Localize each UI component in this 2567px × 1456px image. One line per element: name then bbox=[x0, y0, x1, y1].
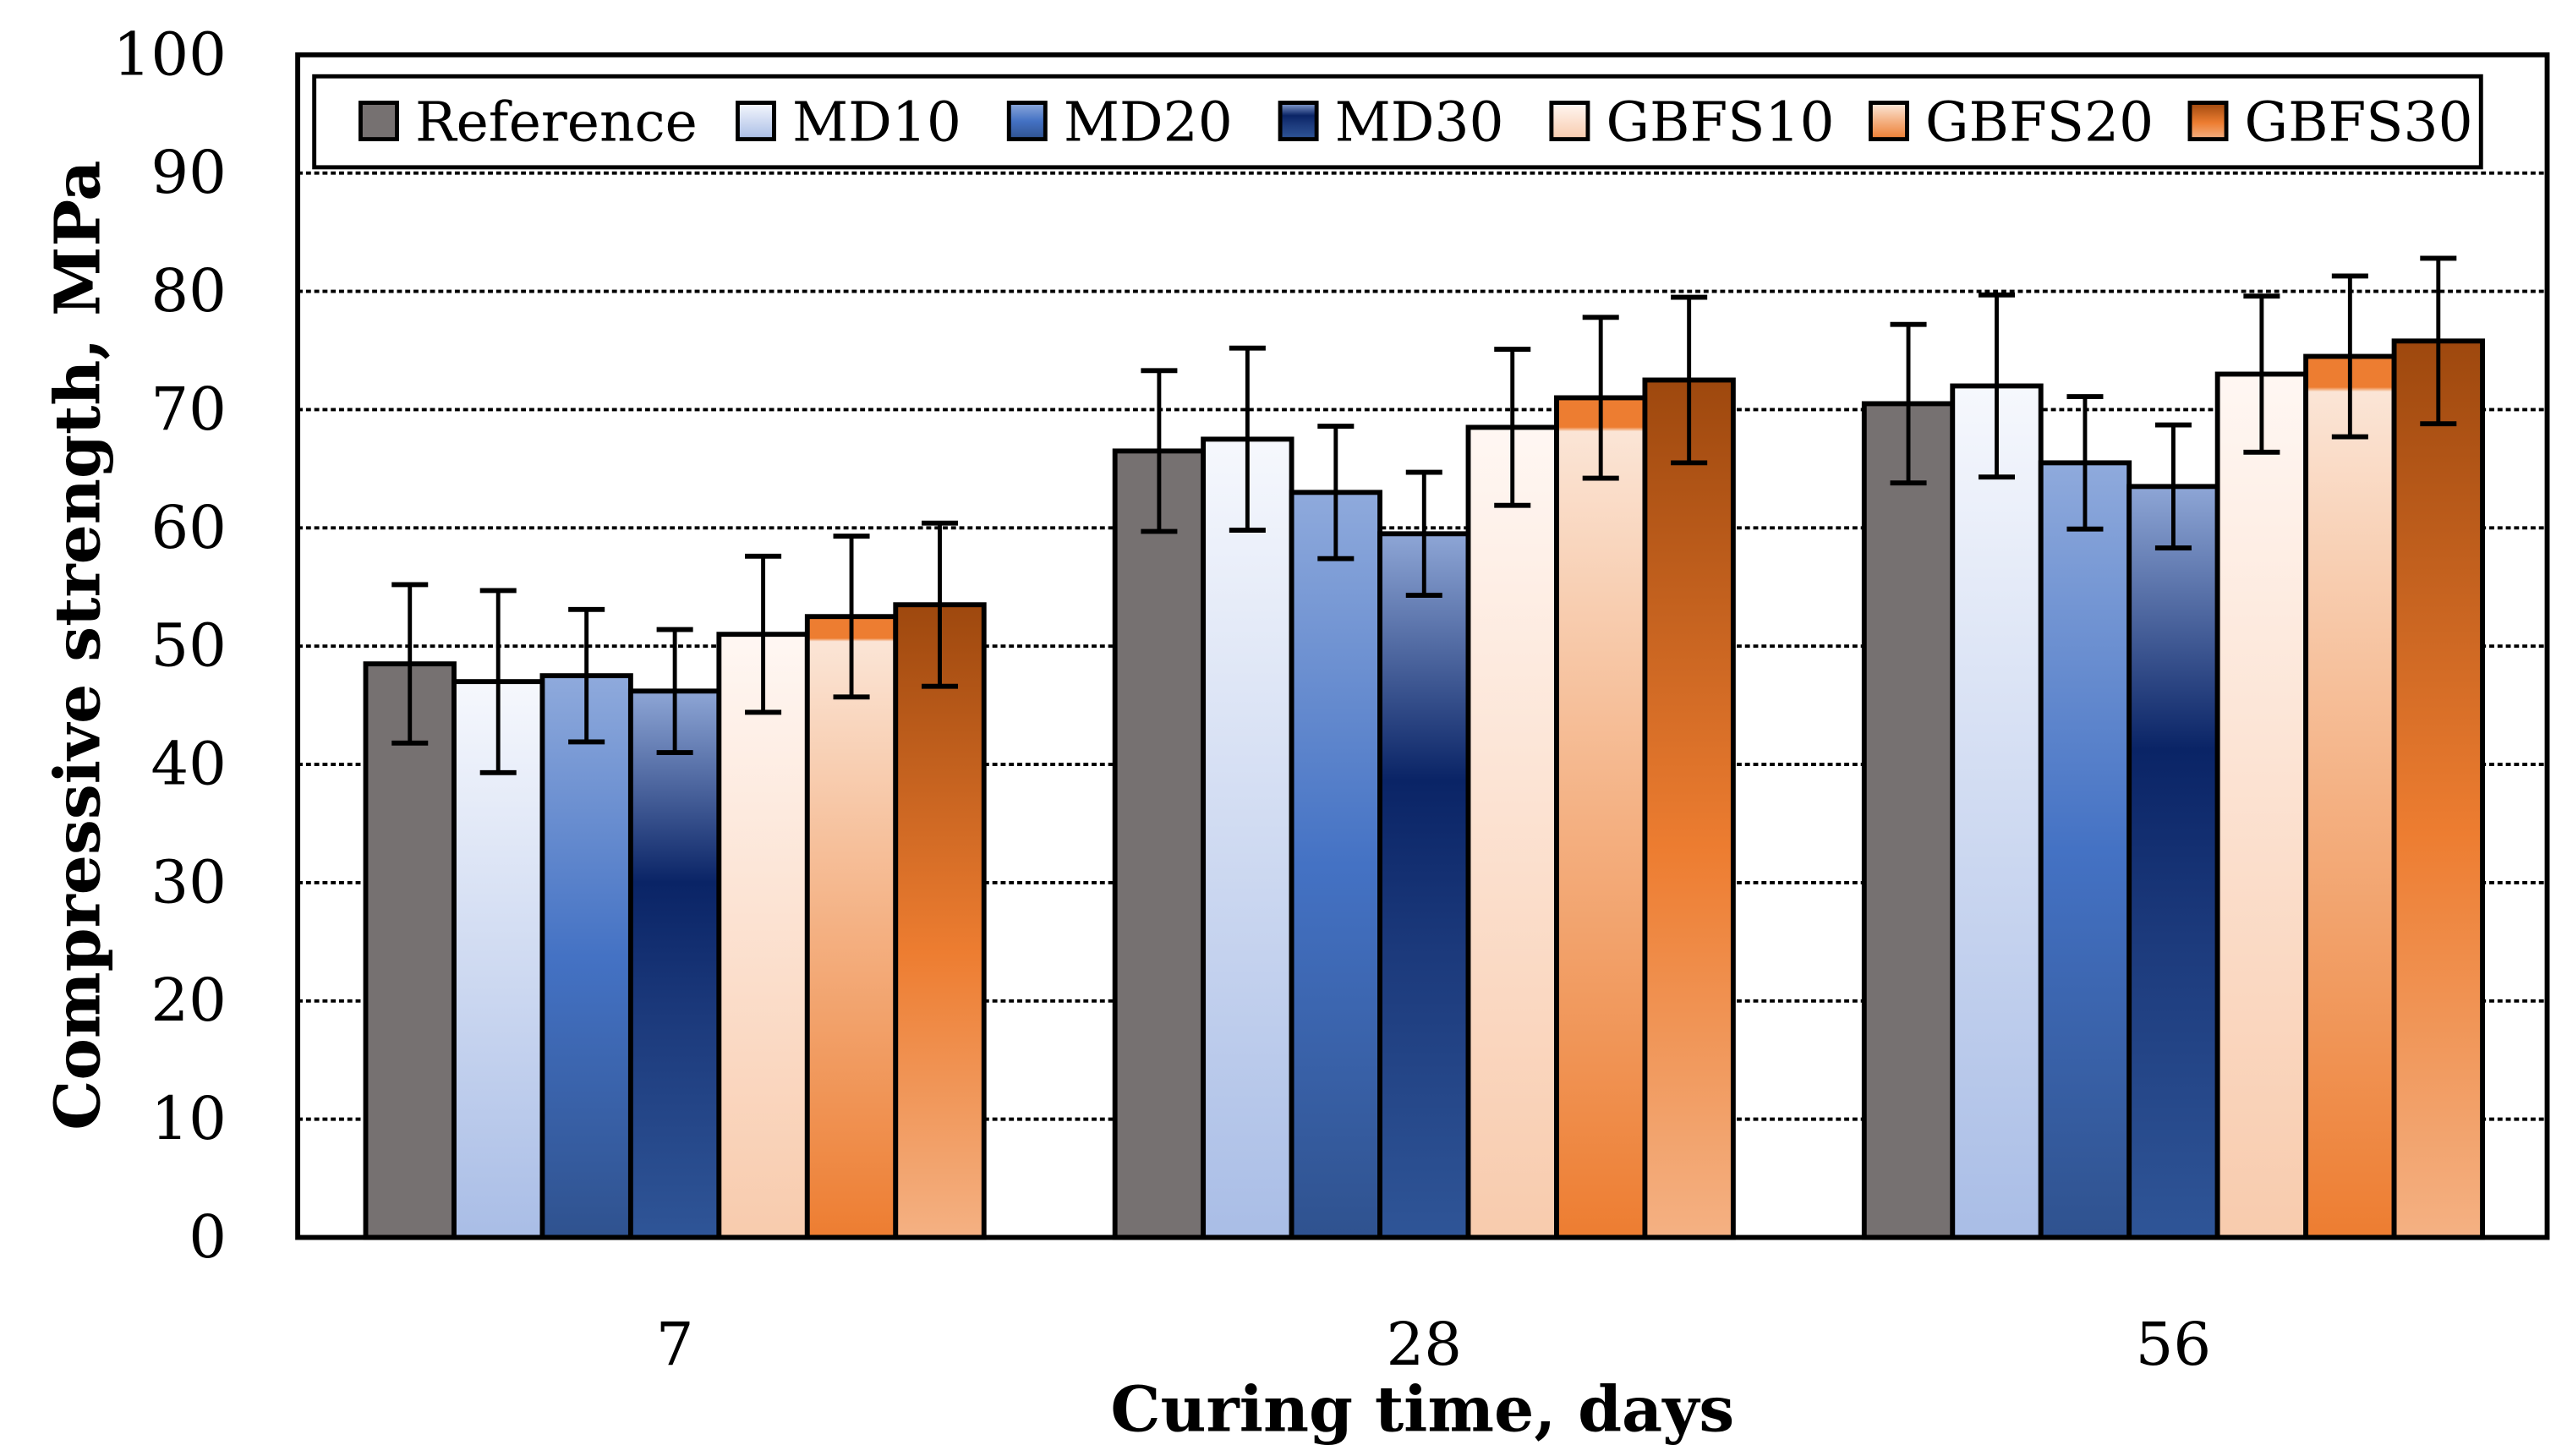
y-tick-label: 70 bbox=[151, 375, 227, 444]
legend-label-gbfs20: GBFS20 bbox=[1925, 91, 2154, 155]
bar-md30-28 bbox=[1377, 531, 1471, 1240]
bar-reference-28 bbox=[1112, 448, 1207, 1240]
x-tick-label: 56 bbox=[2136, 1310, 2212, 1379]
y-tick-label: 90 bbox=[151, 138, 227, 207]
y-axis-title: Compressive strength, MPa bbox=[40, 161, 114, 1130]
legend-label-md20: MD20 bbox=[1064, 91, 1233, 155]
legend-label-gbfs30: GBFS30 bbox=[2245, 91, 2473, 155]
bar-gbfs10-7 bbox=[716, 632, 810, 1240]
legend-box bbox=[312, 74, 2483, 170]
legend-swatch-gbfs30 bbox=[2187, 101, 2229, 142]
x-tick-label: 7 bbox=[656, 1310, 694, 1379]
bar-reference-56 bbox=[1861, 401, 1956, 1240]
bar-md20-7 bbox=[539, 673, 633, 1240]
bar-gbfs20-7 bbox=[804, 614, 899, 1240]
legend-label-md30: MD30 bbox=[1335, 91, 1504, 155]
y-tick-label: 100 bbox=[113, 19, 227, 89]
bar-gbfs30-56 bbox=[2391, 338, 2485, 1240]
bar-md10-56 bbox=[1950, 383, 2044, 1240]
y-tick-label: 50 bbox=[151, 611, 227, 681]
bar-reference-7 bbox=[363, 661, 457, 1240]
bar-gbfs20-56 bbox=[2303, 353, 2397, 1240]
y-tick-labels: 0 10 20 30 40 50 60 70 80 90 100 bbox=[113, 19, 227, 1272]
bar-md20-28 bbox=[1289, 490, 1382, 1240]
legend-label-reference: Reference bbox=[415, 91, 698, 155]
y-tick-label: 60 bbox=[151, 493, 227, 562]
y-tick-label: 20 bbox=[151, 966, 227, 1035]
bar-gbfs10-28 bbox=[1465, 424, 1559, 1240]
legend-swatch-gbfs20 bbox=[1869, 101, 1909, 142]
bar-md20-56 bbox=[2038, 460, 2132, 1240]
bar-md30-7 bbox=[627, 688, 722, 1240]
legend-swatch-md20 bbox=[1006, 101, 1048, 142]
legend-swatch-gbfs10 bbox=[1549, 101, 1590, 142]
x-axis-title: Curing time, days bbox=[1110, 1371, 1734, 1446]
bar-gbfs10-56 bbox=[2214, 371, 2309, 1240]
legend-label-gbfs10: GBFS10 bbox=[1606, 91, 1834, 155]
x-tick-labels: 7 28 56 bbox=[656, 1310, 2211, 1379]
legend-swatch-md10 bbox=[736, 101, 776, 142]
legend: Reference MD10 MD20 MD30 GBFS10 GBFS20 GBFS30 bbox=[312, 74, 2483, 170]
bar-gbfs30-28 bbox=[1642, 377, 1736, 1240]
plot-frame bbox=[295, 52, 2550, 1240]
legend-swatch-md30 bbox=[1278, 101, 1319, 142]
bar-gbfs30-7 bbox=[893, 602, 987, 1240]
x-tick-label: 28 bbox=[1386, 1310, 1462, 1379]
y-tick-label: 80 bbox=[151, 256, 227, 326]
y-tick-label: 40 bbox=[151, 730, 227, 799]
bar-md30-56 bbox=[2126, 484, 2220, 1240]
bar-md10-28 bbox=[1201, 436, 1294, 1240]
error-bars bbox=[391, 255, 2457, 775]
y-tick-label: 30 bbox=[151, 847, 227, 917]
y-tick-label: 0 bbox=[189, 1202, 227, 1272]
legend-swatch-reference bbox=[359, 101, 399, 142]
y-tick-label: 10 bbox=[151, 1084, 227, 1153]
legend-label-md10: MD10 bbox=[792, 91, 961, 155]
bar-gbfs20-28 bbox=[1554, 395, 1648, 1240]
